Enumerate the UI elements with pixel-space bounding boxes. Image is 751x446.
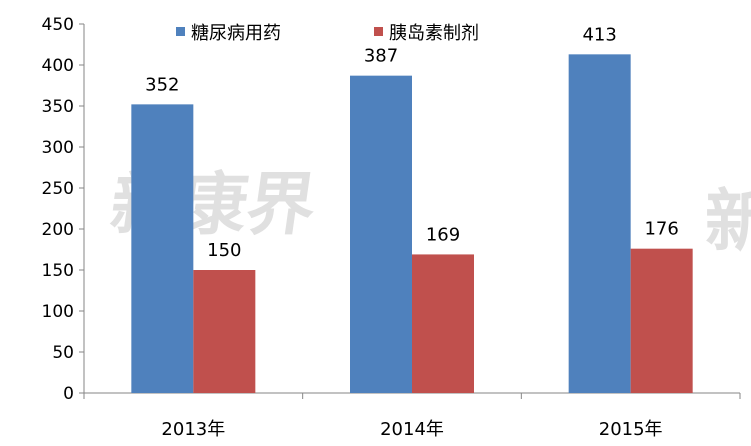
data-label: 169 — [426, 224, 460, 245]
y-tick-label: 350 — [42, 97, 74, 117]
y-tick-label: 400 — [42, 56, 74, 76]
data-label: 176 — [644, 219, 678, 240]
axes: 0 50 100 150 200 250 300 350 400 450 2013年 2014年 201… — [42, 15, 741, 440]
bar-series2 — [412, 254, 474, 393]
bar-series1 — [131, 104, 194, 394]
y-tick-label: 0 — [63, 384, 74, 404]
legend-label: 糖尿病用药 — [191, 23, 281, 44]
bar-series1 — [568, 54, 631, 394]
bar-series2 — [630, 248, 693, 393]
bars: 352 150 387 169 413 176 — [131, 24, 693, 394]
svg-text:新: 新 — [705, 183, 751, 262]
bar-series1 — [350, 75, 412, 393]
y-tick-label: 250 — [42, 179, 74, 199]
x-tick-label: 2013年 — [161, 419, 225, 440]
data-label: 413 — [582, 24, 616, 45]
y-tick-label: 150 — [42, 261, 74, 281]
y-tick-label: 200 — [42, 220, 74, 240]
data-label: 150 — [207, 240, 241, 261]
bar-series2 — [193, 270, 256, 393]
legend: 糖尿病用药 胰岛素制剂 — [176, 23, 479, 44]
y-tick-label: 100 — [42, 302, 74, 322]
data-label: 352 — [145, 74, 179, 95]
data-label: 387 — [364, 46, 398, 67]
legend-label: 胰岛素制剂 — [389, 23, 479, 44]
y-tick-label: 300 — [42, 138, 74, 158]
watermark-logo: 新康界 新 — [106, 166, 751, 262]
legend-swatch — [176, 27, 185, 36]
x-tick-label: 2014年 — [380, 419, 444, 440]
y-tick-label: 50 — [52, 343, 74, 363]
x-tick-label: 2015年 — [599, 419, 663, 440]
legend-swatch — [374, 27, 383, 36]
y-tick-label: 450 — [42, 15, 74, 35]
